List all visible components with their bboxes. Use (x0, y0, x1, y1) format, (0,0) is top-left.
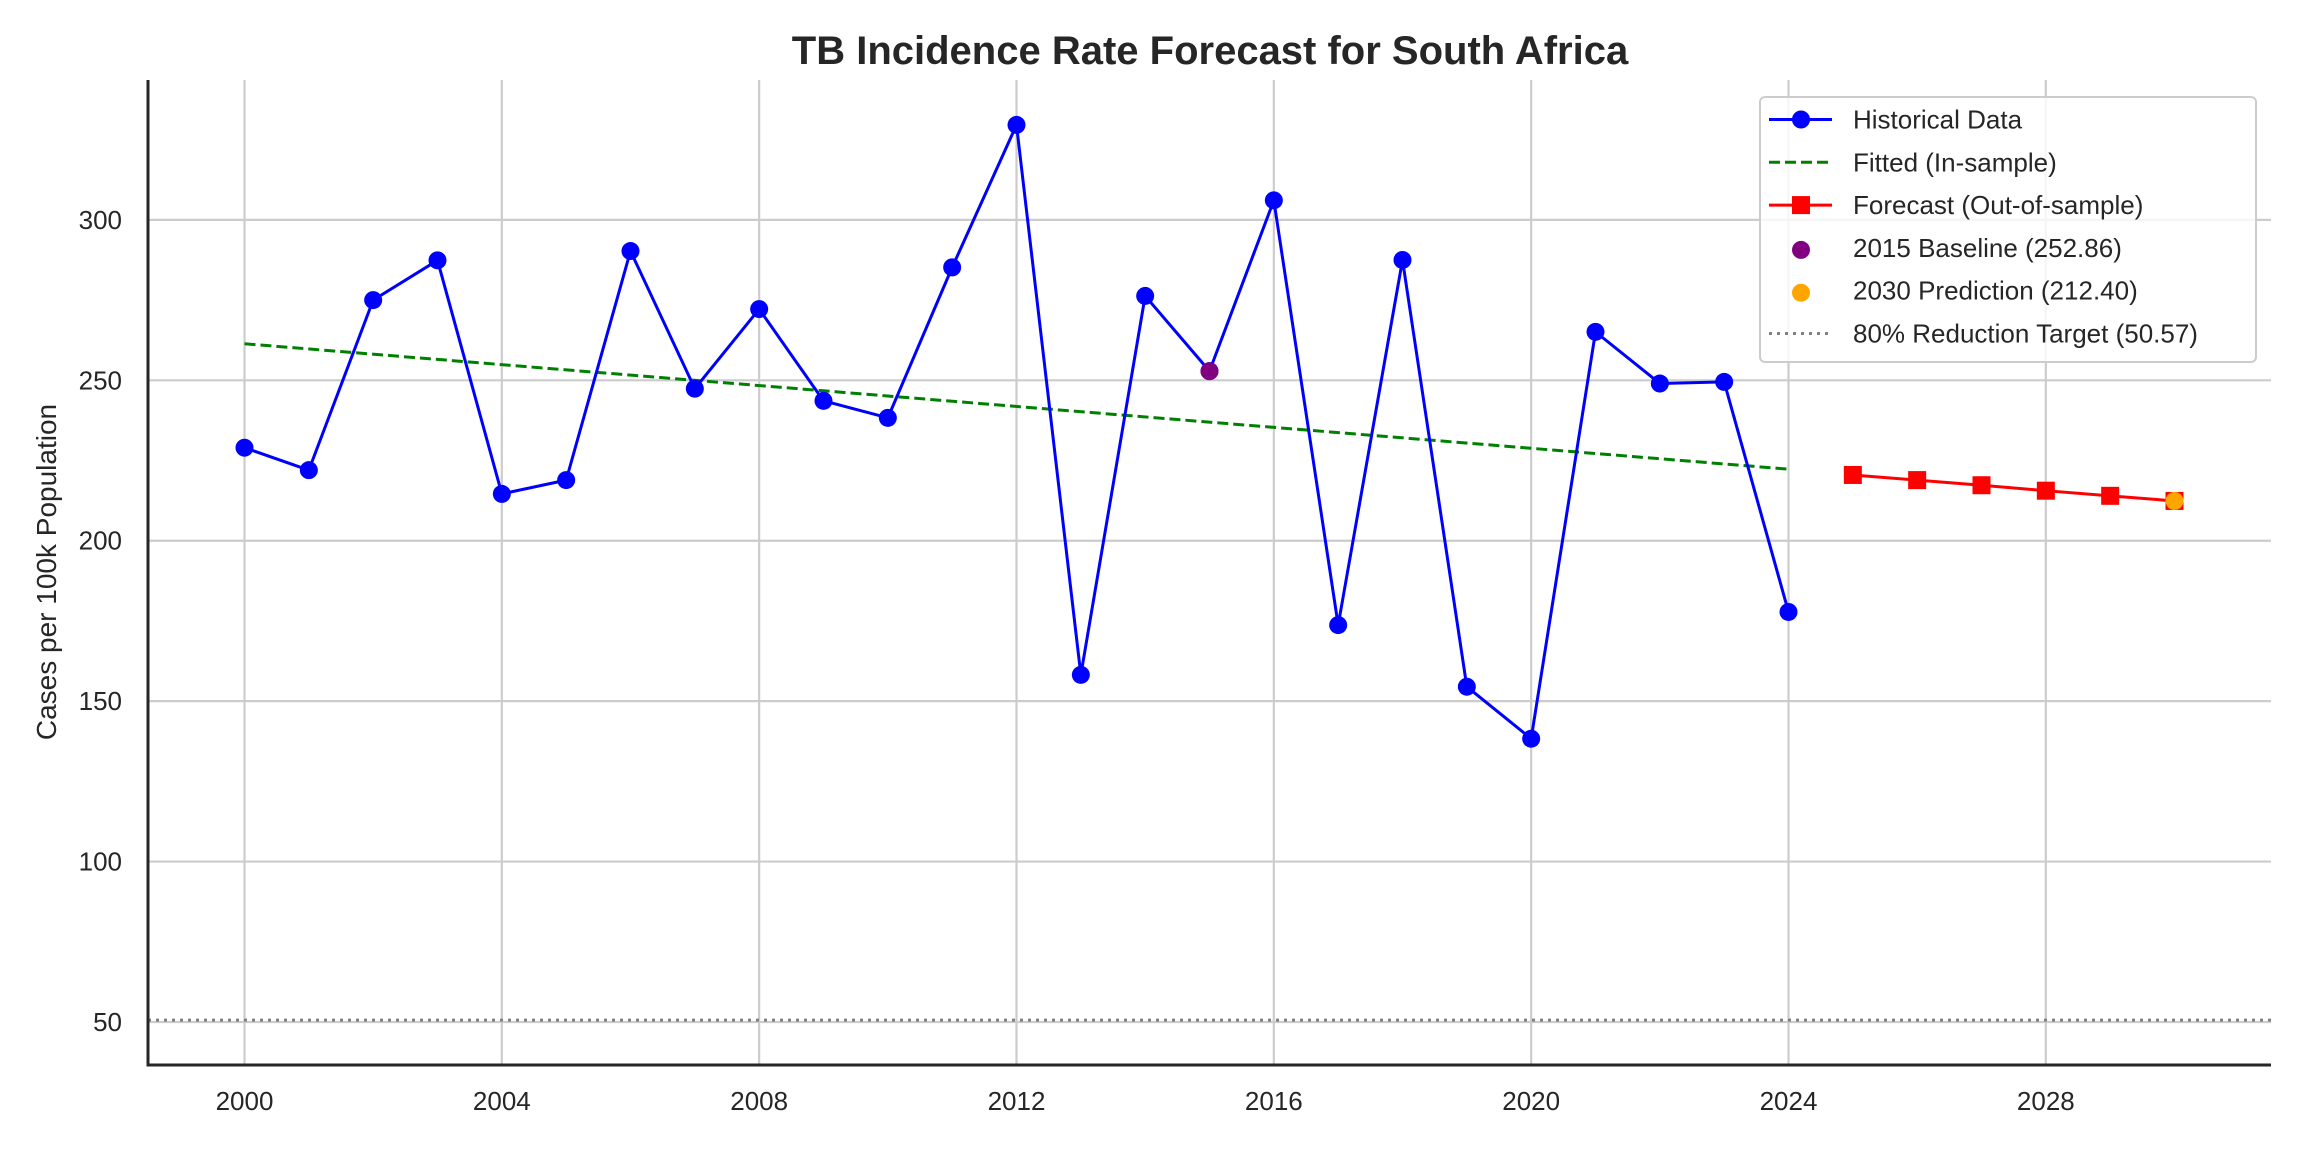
chart-title: TB Incidence Rate Forecast for South Afr… (792, 29, 1629, 73)
historical-point (235, 438, 254, 457)
fitted-line (244, 342, 1789, 471)
historical-point (1586, 322, 1605, 341)
legend-label: 2015 Baseline (252.86) (1853, 233, 2122, 263)
historical-point (364, 291, 383, 310)
forecast-line (1852, 473, 2175, 503)
x-tick-label: 2024 (1760, 1086, 1818, 1116)
historical-point (1779, 602, 1798, 621)
x-tick-label: 2028 (2017, 1086, 2075, 1116)
y-tick-label: 100 (79, 847, 122, 877)
historical-point (1329, 616, 1348, 635)
legend-item: Fitted (In-sample) (1769, 147, 2057, 177)
y-tick-label: 250 (79, 365, 122, 395)
legend-item: 80% Reduction Target (50.57) (1769, 319, 2198, 349)
historical-point (621, 242, 640, 261)
legend: Historical Data Fitted (In-sample) Forecas… (1759, 96, 2257, 363)
historical-point (750, 300, 769, 319)
y-tick-label: 50 (93, 1007, 122, 1037)
x-tick-label: 2012 (988, 1086, 1046, 1116)
legend-square-marker-icon (1792, 196, 1810, 215)
historical-point (1007, 115, 1026, 134)
y-tick-label: 150 (79, 686, 122, 716)
historical-point (492, 484, 511, 503)
historical-point (1715, 372, 1734, 391)
y-tick-label: 200 (79, 526, 122, 556)
legend-dot-icon (1792, 283, 1810, 302)
legend-dot-icon (1792, 240, 1810, 259)
historical-point (1264, 191, 1283, 210)
historical-point (428, 251, 447, 270)
axes (146, 80, 2271, 1067)
x-tick-label: 2016 (1245, 1086, 1303, 1116)
baseline-2015-point (1200, 362, 1219, 381)
x-tick-label: 2020 (1502, 1086, 1560, 1116)
legend-label: Historical Data (1853, 105, 2023, 135)
historical-point (943, 258, 962, 277)
historical-point (1457, 677, 1476, 696)
y-axis-label: Cases per 100k Population (31, 404, 62, 740)
historical-point (299, 461, 318, 480)
legend-item: Historical Data (1769, 105, 2023, 135)
legend-circle-marker-icon (1792, 110, 1810, 129)
historical-point (557, 471, 576, 490)
legend-label: 80% Reduction Target (50.57) (1853, 319, 2198, 349)
historical-point (878, 408, 897, 427)
forecast-point (1972, 476, 1991, 495)
x-tick-label: 2008 (730, 1086, 788, 1116)
forecast-point (1908, 471, 1927, 490)
historical-point (1071, 665, 1090, 684)
forecast-point (2101, 486, 2120, 505)
y-tick-label: 300 (79, 205, 122, 235)
legend-item: 2015 Baseline (252.86) (1792, 233, 2122, 263)
legend-item: 2030 Prediction (212.40) (1792, 276, 2138, 306)
forecast-point (2036, 481, 2055, 500)
legend-box (1759, 96, 2257, 363)
tick-labels: 2000 2004 2008 2012 2016 2020 2024 2028 50 100 150… (79, 205, 2075, 1116)
historical-point (814, 391, 833, 410)
legend-label: Fitted (In-sample) (1853, 147, 2057, 177)
historical-point (1393, 250, 1412, 269)
x-tick-label: 2004 (473, 1086, 531, 1116)
prediction-2030-point (2165, 491, 2184, 510)
legend-item: Forecast (Out-of-sample) (1769, 190, 2143, 220)
historical-point (1650, 374, 1669, 393)
x-tick-label: 2000 (216, 1086, 274, 1116)
historical-point (685, 379, 704, 398)
forecast-point (1843, 465, 1862, 484)
series-layer (235, 115, 2184, 748)
legend-label: Forecast (Out-of-sample) (1853, 190, 2143, 220)
legend-label: 2030 Prediction (212.40) (1853, 276, 2138, 306)
historical-point (1136, 286, 1155, 305)
historical-point (1522, 729, 1541, 748)
